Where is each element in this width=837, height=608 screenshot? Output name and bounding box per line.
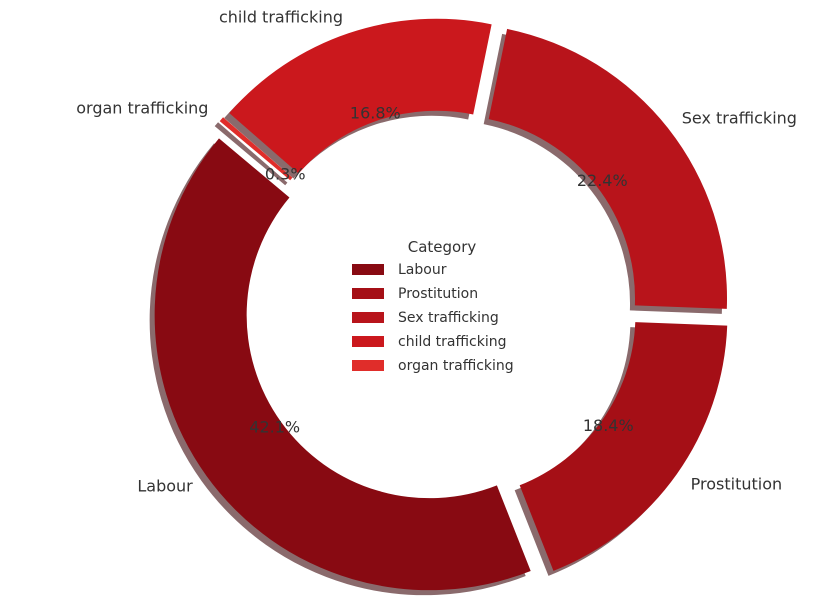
legend-entry-labour: Labour (398, 262, 447, 278)
slice-shadow-organ-trafficking (214, 122, 288, 186)
legend-entry-sex-trafficking: Sex trafficking (398, 310, 499, 326)
legend-swatch-labour (352, 264, 384, 275)
slice-label-prostitution: Prostitution (691, 474, 783, 493)
slice-label-child-trafficking: child trafficking (219, 8, 343, 27)
legend-entry-prostitution: Prostitution (398, 286, 478, 302)
slice-label-labour: Labour (137, 476, 193, 495)
slice-label-sex-trafficking: Sex trafficking (682, 109, 797, 128)
legend: Category Labour Prostitution Sex trafficki… (352, 238, 514, 374)
legend-swatch-organ-trafficking (352, 360, 384, 371)
slice-label-organ-trafficking: organ trafficking (76, 99, 208, 118)
slice-labels: Labour Prostitution Sex trafficking child t… (76, 8, 797, 496)
slices (154, 18, 728, 591)
pct-label-sex-trafficking: 22.4% (577, 171, 628, 190)
legend-swatch-sex-trafficking (352, 312, 384, 323)
pct-label-organ-trafficking: 0.3% (265, 164, 306, 183)
slice-child-trafficking (229, 18, 492, 174)
slice-prostitution (519, 322, 728, 571)
pct-label-prostitution: 18.4% (583, 416, 634, 435)
legend-swatch-child-trafficking (352, 336, 384, 347)
pct-label-labour: 42.1% (249, 417, 300, 436)
slice-organ-trafficking (219, 117, 293, 181)
legend-entry-child-trafficking: child trafficking (398, 334, 507, 350)
legend-title: Category (408, 238, 477, 256)
legend-entry-organ-trafficking: organ trafficking (398, 358, 514, 374)
pct-label-child-trafficking: 16.8% (350, 103, 401, 122)
legend-swatch-prostitution (352, 288, 384, 299)
slice-sex-trafficking (488, 28, 728, 309)
slice-labour (154, 138, 531, 591)
percentage-labels: 42.1% 18.4% 22.4% 16.8% 0.3% (249, 103, 633, 436)
